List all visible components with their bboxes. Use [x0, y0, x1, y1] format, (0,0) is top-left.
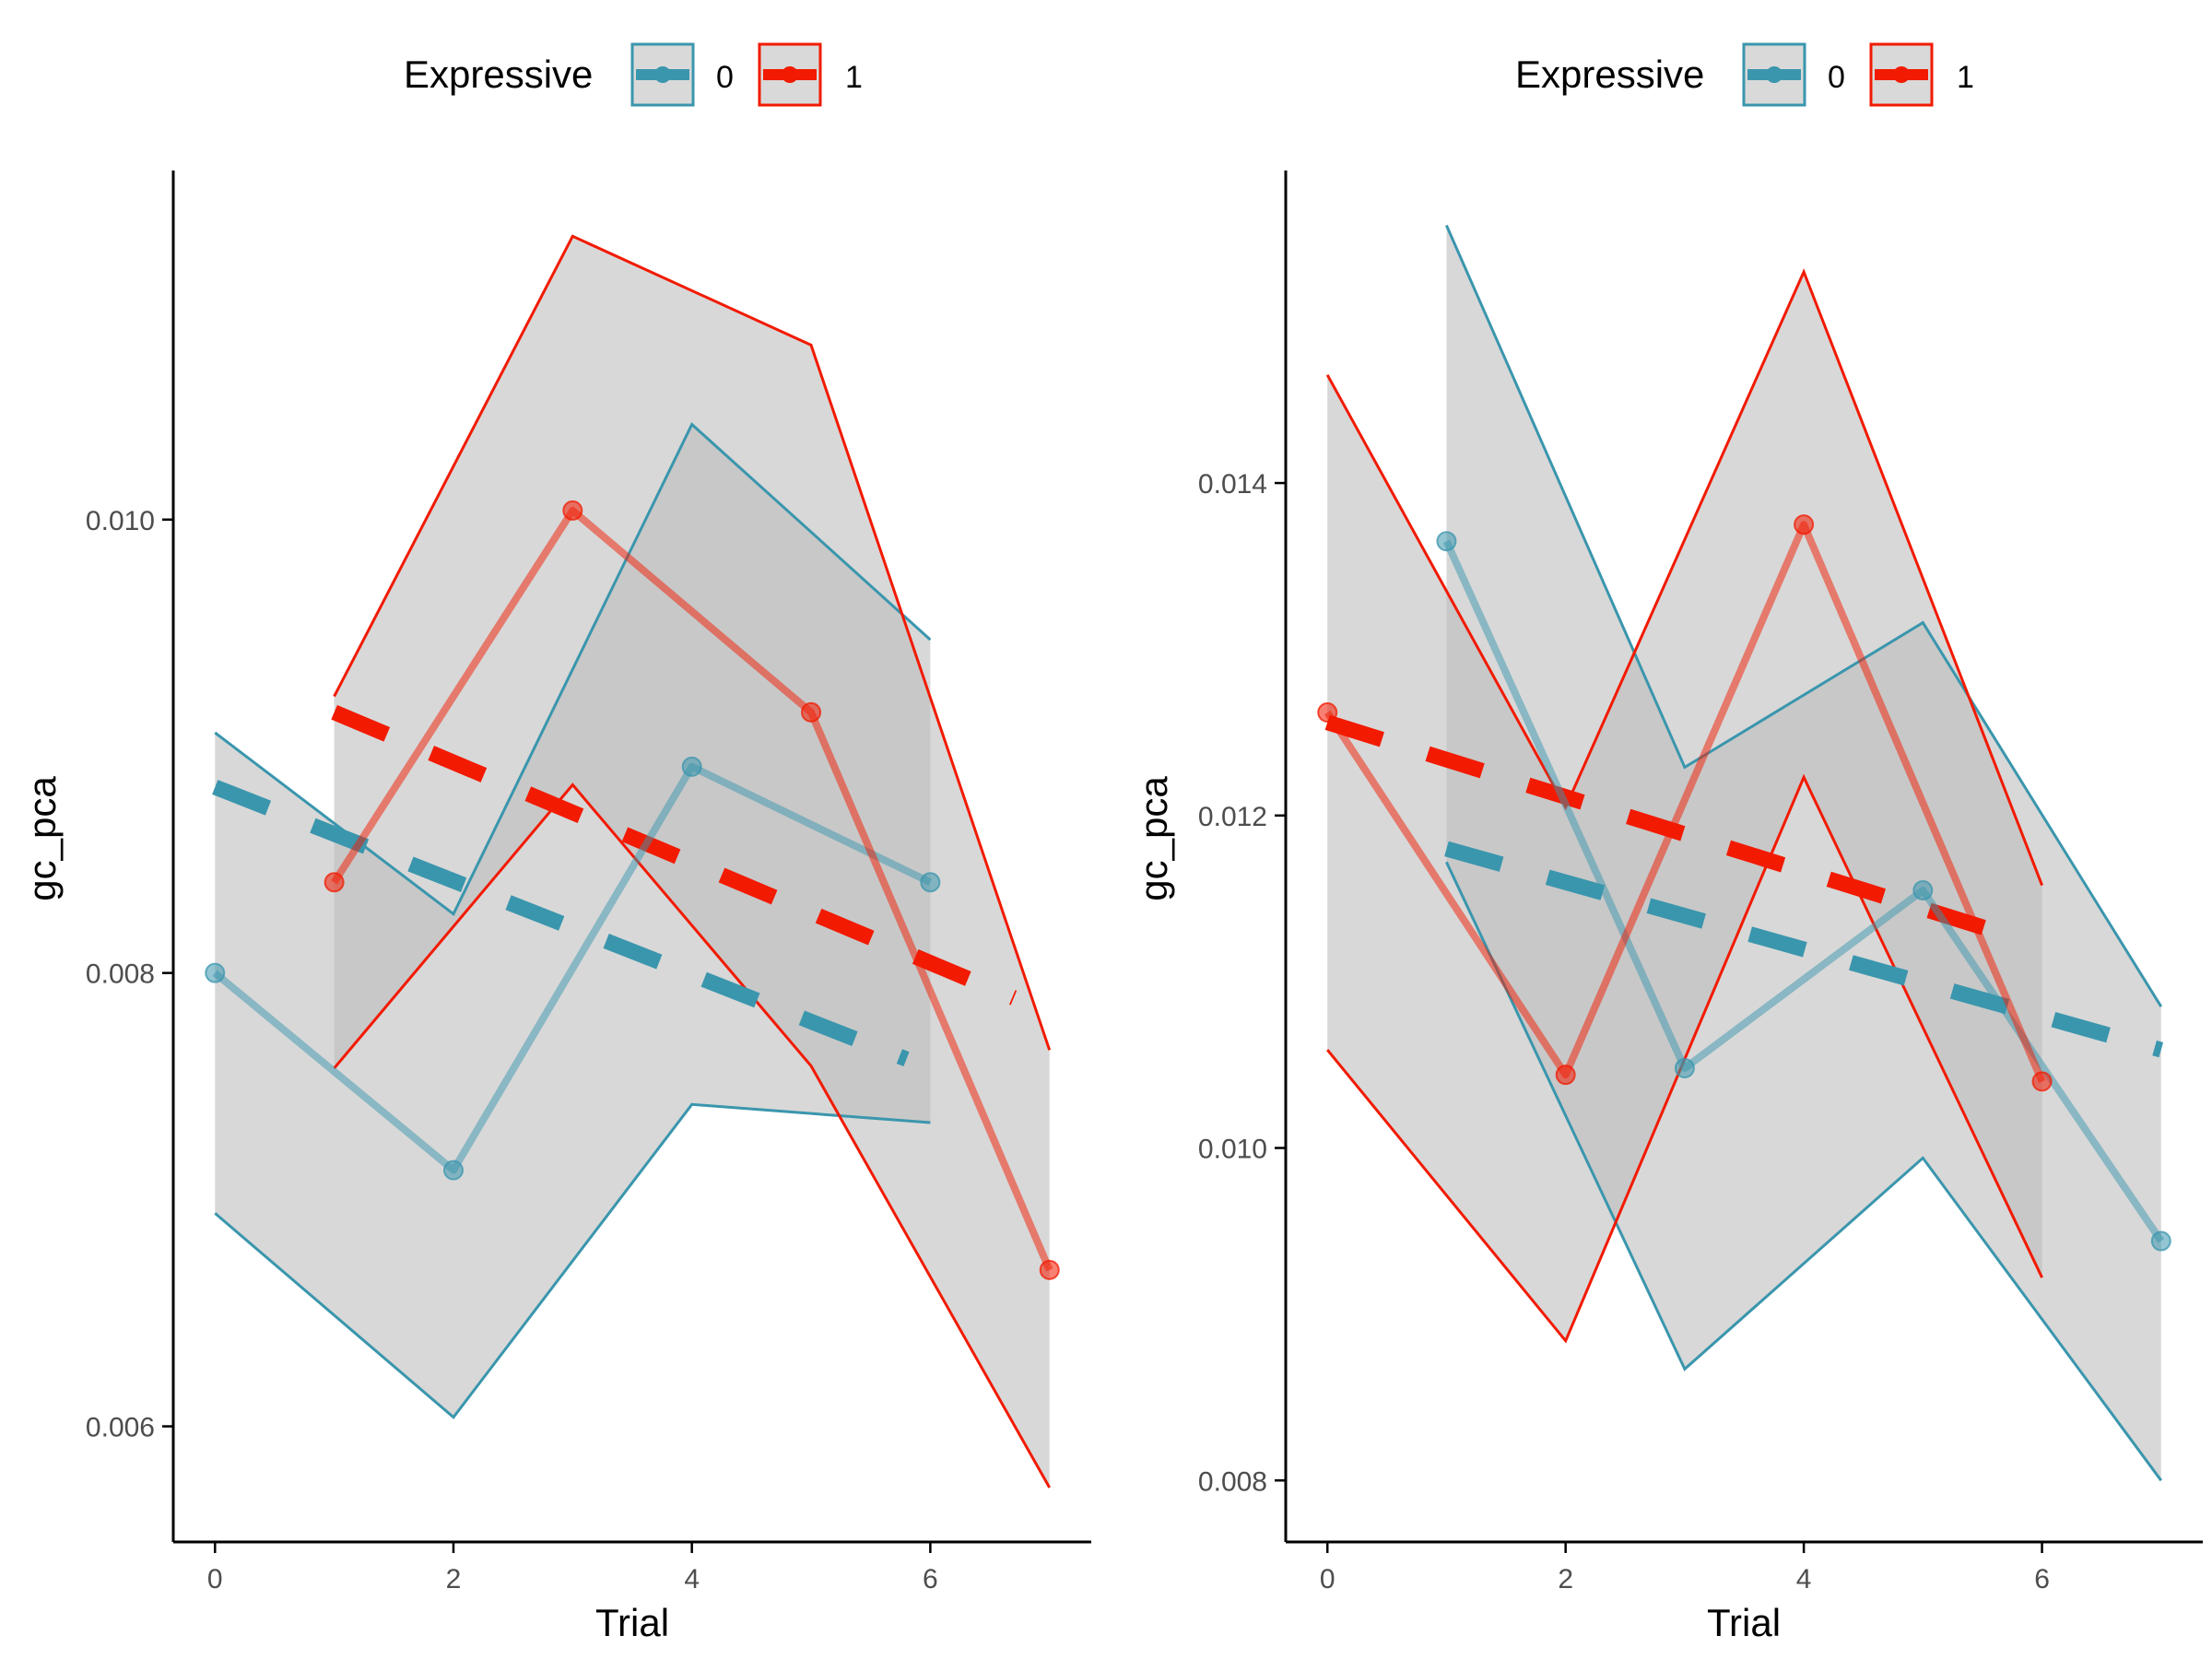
legend-key-0	[1742, 42, 1806, 107]
x-tick-label: 6	[923, 1564, 938, 1594]
data-point-series-0	[920, 872, 941, 893]
data-point-series-1	[562, 500, 583, 521]
trend-line-series-1	[331, 704, 1018, 1006]
legend-key-1	[1869, 42, 1934, 107]
data-point-series-1	[1555, 1065, 1576, 1086]
data-point-series-1	[324, 872, 345, 893]
data-point-series-1	[801, 701, 822, 723]
legend-key-point-0	[1766, 66, 1783, 83]
legend-title: Expressive	[404, 53, 593, 96]
y-tick-label: 0.014	[1198, 469, 1267, 500]
data-point-series-0	[681, 756, 702, 777]
ci-upper-edge-series-0	[1445, 224, 2163, 1007]
ci-upper-edge-series-0	[214, 422, 932, 917]
y-axis-label: gc_pca	[1132, 776, 1175, 901]
y-tick-label: 0.006	[86, 1413, 155, 1443]
y-tick-label: 0.010	[1198, 1135, 1267, 1165]
data-line-series-0	[212, 762, 933, 1174]
legend-key-0	[630, 42, 695, 107]
legend-label-1: 1	[1957, 60, 1974, 95]
x-tick-label: 2	[446, 1564, 462, 1594]
data-line-series-1	[1324, 521, 2046, 1083]
data-point-series-0	[205, 962, 226, 983]
legend-title: Expressive	[1515, 53, 1704, 96]
legend: Expressive 0 1	[404, 42, 863, 107]
x-tick-label: 6	[2034, 1564, 2050, 1594]
legend-key-1	[758, 42, 822, 107]
legend-label-1: 1	[845, 60, 863, 95]
x-tick-label: 4	[684, 1564, 700, 1594]
x-tick-label: 0	[207, 1564, 223, 1594]
y-tick-label: 0.010	[86, 506, 155, 536]
data-point-series-0	[1436, 531, 1457, 552]
data-point-series-0	[1674, 1057, 1695, 1078]
data-point-series-0	[2150, 1230, 2171, 1252]
data-point-series-1	[1794, 514, 1815, 535]
x-axis-label: Trial	[595, 1601, 669, 1644]
y-tick-label: 0.008	[86, 959, 155, 990]
ci-lower-edge-series-0	[214, 1102, 931, 1419]
ci-lower-edge-series-1	[333, 782, 1052, 1488]
y-axis-label: gc_pca	[20, 776, 64, 901]
x-tick-label: 0	[1320, 1564, 1335, 1594]
trend-line-series-0	[212, 780, 910, 1067]
ci-band-series-1	[334, 236, 1050, 1488]
chart-panel-left: Expressive 0 1 0 2 4 6 0.006 0.008 0.010 Trial…	[20, 42, 1091, 1644]
legend-label-0: 0	[1828, 60, 1845, 95]
y-tick-label: 0.008	[1198, 1466, 1267, 1497]
data-point-series-0	[442, 1159, 464, 1181]
x-tick-label: 4	[1796, 1564, 1812, 1594]
legend-key-point-1	[782, 66, 798, 83]
legend: Expressive 0 1	[1515, 42, 1974, 107]
legend-key-point-0	[654, 66, 671, 83]
data-point-series-0	[1912, 879, 1934, 900]
data-point-series-1	[1039, 1259, 1060, 1280]
x-axis-label: Trial	[1707, 1601, 1781, 1644]
x-tick-label: 2	[1558, 1564, 1573, 1594]
legend-label-0: 0	[716, 60, 734, 95]
ci-lower-edge-series-0	[1445, 861, 2163, 1482]
data-point-series-1	[1317, 701, 1338, 723]
trend-line-series-0	[1444, 841, 2164, 1058]
data-line-series-1	[331, 506, 1053, 1272]
trend-line-series-1	[1324, 714, 2027, 948]
y-tick-label: 0.012	[1198, 802, 1267, 832]
data-line-series-0	[1442, 539, 2165, 1243]
chart-panel-right: Expressive 0 1 0 2 4 60.0080.0100.0120.014 …	[1132, 42, 2203, 1644]
legend-key-point-1	[1893, 66, 1910, 83]
data-point-series-1	[2031, 1071, 2053, 1092]
ci-upper-edge-series-1	[1325, 268, 2043, 887]
ci-upper-edge-series-1	[333, 234, 1052, 1051]
